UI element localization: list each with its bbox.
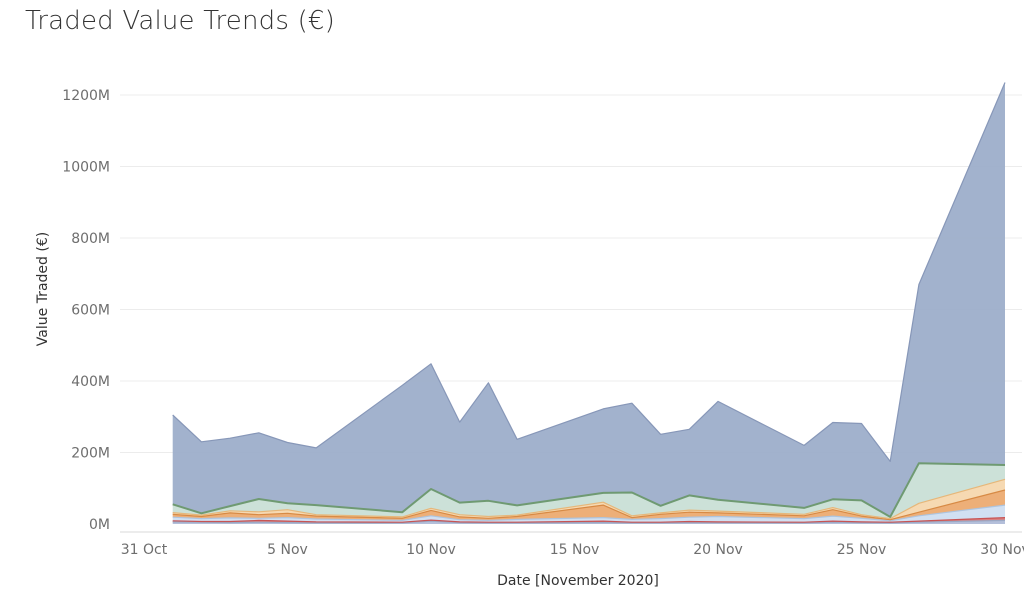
y-axis-label: Value Traded (€)	[35, 232, 51, 346]
x-tick-label: 15 Nov	[550, 542, 600, 558]
y-tick-label: 400M	[71, 374, 110, 390]
series-line-1	[172, 517, 1006, 523]
y-tick-label: 600M	[71, 303, 110, 319]
y-axis-ticks: 0M 200M 400M 600M 800M 1000M 1200M	[62, 88, 110, 533]
series-area-6	[172, 82, 1005, 517]
series-line-5	[172, 462, 1006, 518]
y-tick-label: 0M	[89, 517, 110, 533]
series-line-4	[172, 478, 1006, 520]
series-line-2	[172, 504, 1006, 522]
x-axis-label: Date [November 2020]	[497, 573, 659, 589]
x-tick-label: 31 Oct	[121, 542, 168, 558]
series-line-0	[172, 519, 1006, 524]
x-tick-label: 5 Nov	[267, 542, 308, 558]
series-line-6	[172, 82, 1006, 462]
chart-title: Traded Value Trends (€)	[25, 6, 336, 36]
x-tick-label: 20 Nov	[693, 542, 743, 558]
series-area-5	[172, 463, 1005, 519]
y-tick-label: 1000M	[62, 160, 110, 176]
x-axis-ticks: 31 Oct 5 Nov 10 Nov 15 Nov 20 Nov 25 Nov 30 No…	[121, 542, 1024, 558]
y-tick-label: 1200M	[62, 88, 110, 104]
y-tick-label: 800M	[71, 231, 110, 247]
gridlines	[120, 94, 1022, 454]
series-areas	[172, 82, 1005, 524]
x-tick-label: 10 Nov	[406, 542, 456, 558]
series-lines	[172, 82, 1006, 524]
x-tick-label: 30 Nov	[980, 542, 1024, 558]
x-tick-label: 25 Nov	[837, 542, 887, 558]
series-line-3	[172, 489, 1006, 521]
y-tick-label: 200M	[71, 446, 110, 462]
